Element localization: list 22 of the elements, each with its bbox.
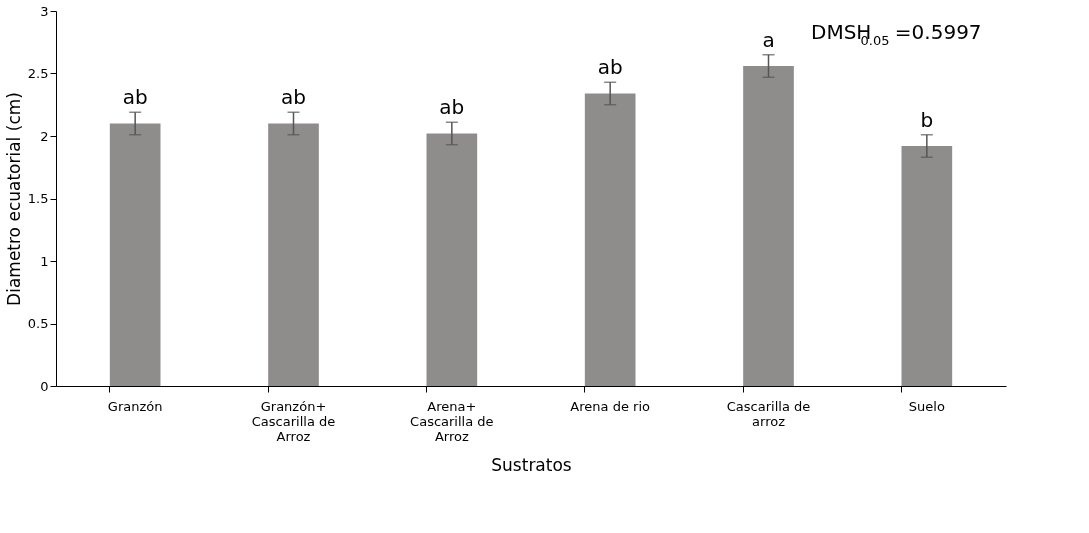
data-label: a bbox=[762, 27, 775, 52]
x-tick-label: Suelo bbox=[908, 398, 945, 414]
data-label: ab bbox=[597, 55, 623, 80]
x-axis-title: Sustratos bbox=[491, 454, 572, 475]
y-tick-label: 0.5 bbox=[27, 316, 49, 331]
x-tick-label: Granzón bbox=[107, 398, 163, 414]
data-label: ab bbox=[281, 85, 306, 110]
y-axis-title: Diametro ecuatorial (cm) bbox=[3, 92, 24, 306]
y-tick-label: 2.5 bbox=[27, 66, 49, 81]
y-tick-label: 0 bbox=[40, 378, 49, 394]
x-tick-label: Granzón+ Cascarilla de Arroz bbox=[251, 398, 336, 444]
data-label: b bbox=[920, 107, 934, 132]
x-tick-label: Arena de rio bbox=[570, 398, 650, 414]
x-tick-label: Arena+ Cascarilla de Arroz bbox=[410, 398, 494, 444]
y-tick-label: 3 bbox=[40, 3, 49, 19]
y-tick-label: 1 bbox=[40, 253, 49, 269]
y-tick-label: 2 bbox=[40, 128, 49, 144]
data-label: ab bbox=[439, 95, 465, 120]
x-tick-label: Cascarilla de arroz bbox=[726, 398, 811, 429]
annotation: DMSH0.05 =0.5997 bbox=[811, 20, 982, 48]
y-tick-label: 1.5 bbox=[27, 191, 49, 206]
data-label: ab bbox=[122, 85, 148, 110]
